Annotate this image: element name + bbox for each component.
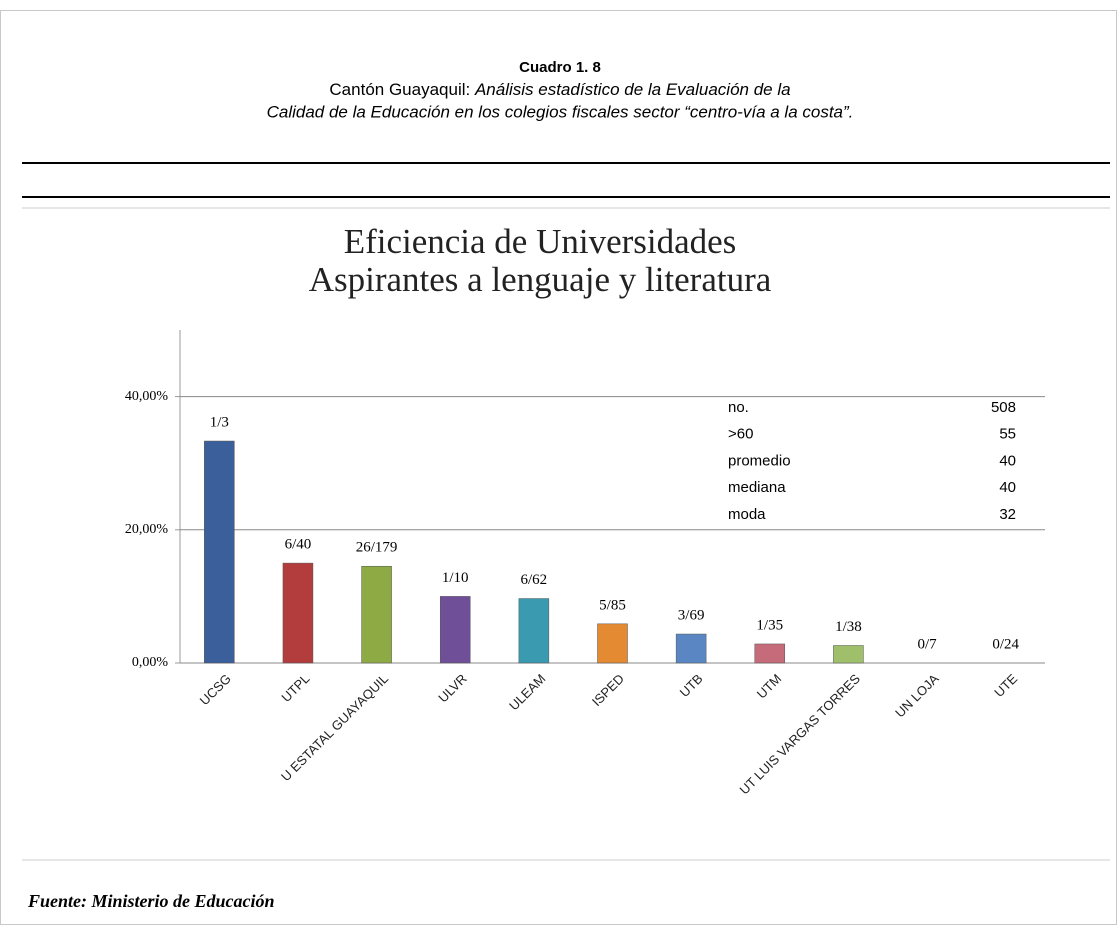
- y-tick-label: 40,00%: [125, 389, 169, 404]
- stat-label: >60: [728, 426, 753, 443]
- x-tick-label: UCSG: [197, 671, 234, 708]
- x-tick-label: UTB: [677, 671, 706, 700]
- stat-label: no.: [728, 399, 749, 416]
- bar: [754, 643, 786, 664]
- stat-label: moda: [728, 506, 766, 523]
- x-tick-label: UTPL: [278, 671, 312, 705]
- value-label: 3/69: [678, 607, 705, 623]
- stat-value: 40: [999, 479, 1016, 496]
- subtitle: Cantón Guayaquil: Análisis estadístico d…: [329, 80, 790, 99]
- bar: [675, 633, 707, 664]
- stat-label: promedio: [728, 452, 791, 469]
- bar: [361, 565, 392, 664]
- frame: [0, 10, 1117, 925]
- table-label: Cuadro 1. 8: [519, 59, 601, 76]
- value-label: 0/7: [917, 636, 937, 652]
- value-label: 1/35: [756, 617, 783, 633]
- stat-value: 508: [991, 399, 1016, 416]
- x-tick-label: UTM: [754, 671, 785, 702]
- x-tick-label: ULEAM: [506, 671, 548, 713]
- bar: [597, 623, 628, 664]
- y-tick-label: 20,00%: [125, 522, 169, 537]
- stat-value: 32: [999, 506, 1016, 523]
- bar: [282, 562, 314, 664]
- stat-value: 40: [999, 452, 1016, 469]
- stat-value: 55: [999, 426, 1016, 443]
- value-label: 1/38: [835, 619, 862, 635]
- x-tick-label: UN LOJA: [892, 671, 942, 721]
- value-label: 6/62: [521, 572, 548, 588]
- stat-label: mediana: [728, 479, 786, 496]
- subtitle-prefix: Cantón Guayaquil:: [329, 80, 475, 99]
- value-label: 6/40: [285, 537, 312, 553]
- value-label: 0/24: [992, 636, 1019, 652]
- bar: [204, 440, 235, 664]
- value-label: 1/10: [442, 570, 469, 586]
- x-tick-label: ISPED: [589, 671, 627, 709]
- chart-title: Aspirantes a lenguaje y literatura: [309, 260, 772, 299]
- value-label: 1/3: [210, 414, 229, 430]
- x-tick-label: UTE: [991, 671, 1020, 700]
- subtitle-line: Calidad de la Educación en los colegios …: [267, 102, 854, 121]
- source: Fuente: Ministerio de Educación: [27, 891, 275, 911]
- bar: [518, 598, 550, 664]
- x-tick-label: ULVR: [435, 671, 469, 705]
- subtitle-italic: Análisis estadístico de la Evaluación de…: [474, 80, 791, 99]
- bar: [439, 596, 471, 664]
- chart-title: Eficiencia de Universidades: [344, 222, 737, 261]
- value-label: 5/85: [599, 597, 626, 613]
- bar: [833, 645, 864, 664]
- value-label: 26/179: [356, 540, 398, 556]
- y-tick-label: 0,00%: [132, 655, 169, 670]
